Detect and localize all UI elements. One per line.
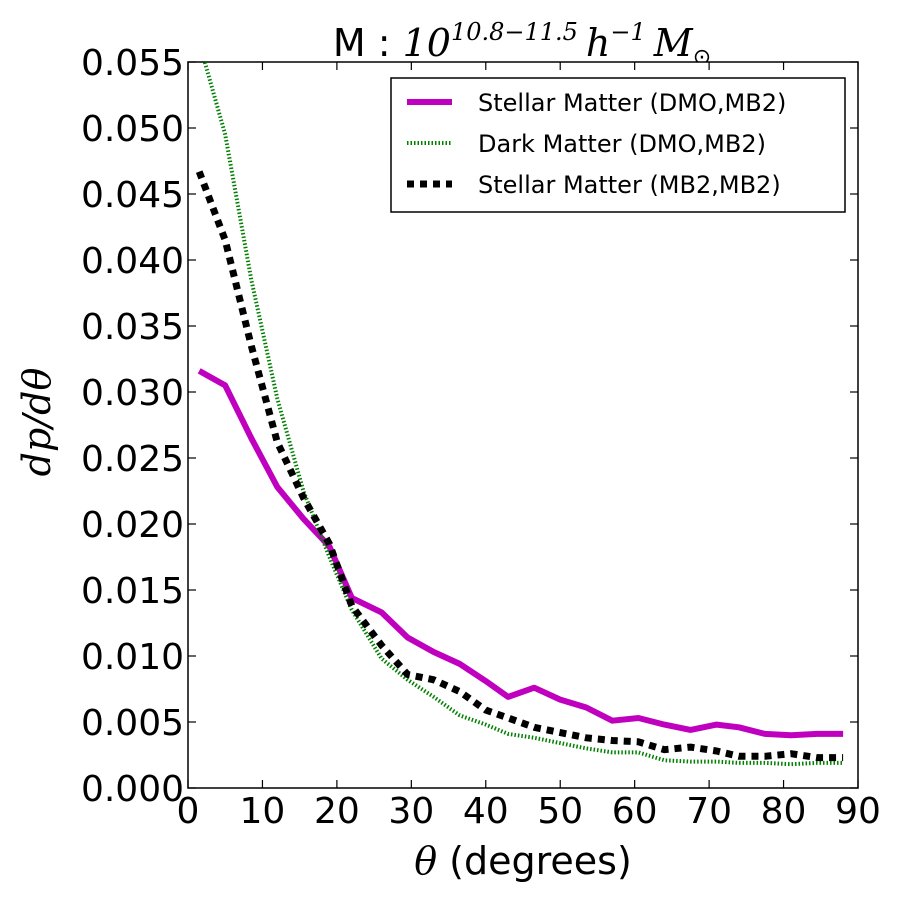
y-tick-label: 0.045 <box>81 175 184 216</box>
legend: Stellar Matter (DMO,MB2) Dark Matter (DMO… <box>390 77 846 213</box>
legend-label-3: Stellar Matter (MB2,MB2) <box>478 171 781 199</box>
x-tick-label: 50 <box>537 791 583 832</box>
y-tick-label: 0.010 <box>81 637 184 678</box>
y-tick-label: 0.035 <box>81 307 184 348</box>
x-tick-label: 10 <box>240 791 286 832</box>
y-axis-label: dp/dθ <box>15 368 59 477</box>
y-tick-label: 0.020 <box>81 505 184 546</box>
series-line-1 <box>197 368 844 739</box>
y-tick-label: 0.055 <box>81 43 184 84</box>
x-tick-labels: 0 10 20 30 40 50 60 70 80 90 <box>177 791 881 832</box>
x-tick-label: 70 <box>686 791 732 832</box>
x-tick-label: 80 <box>761 791 807 832</box>
y-tick-labels: 0.000 0.005 0.010 0.015 0.020 0.025 0.030 0.035… <box>81 43 184 810</box>
y-tick-label: 0.030 <box>81 373 184 414</box>
x-tick-label: 0 <box>177 791 200 832</box>
legend-label-2: Dark Matter (DMO,MB2) <box>478 130 766 158</box>
x-tick-label: 30 <box>388 791 434 832</box>
x-tick-label: 90 <box>835 791 881 832</box>
legend-label-1: Stellar Matter (DMO,MB2) <box>478 89 786 117</box>
y-tick-label: 0.015 <box>81 571 184 612</box>
x-tick-label: 20 <box>314 791 360 832</box>
legend-box <box>390 77 846 213</box>
axis-ticks <box>187 61 859 789</box>
x-tick-label: 60 <box>612 791 658 832</box>
series-line-3 <box>195 170 844 762</box>
series-layer <box>195 62 844 767</box>
series-line-2 <box>202 62 844 767</box>
y-tick-label: 0.050 <box>81 109 184 150</box>
x-axis-label: θ (degrees) <box>414 839 632 883</box>
chart-title: M : 1010.8−11.5 h−1 M⊙ <box>333 18 711 70</box>
y-tick-label: 0.025 <box>81 439 184 480</box>
y-tick-label: 0.000 <box>81 769 184 810</box>
x-tick-label: 40 <box>463 791 509 832</box>
y-tick-label: 0.005 <box>81 703 184 744</box>
y-tick-label: 0.040 <box>81 241 184 282</box>
